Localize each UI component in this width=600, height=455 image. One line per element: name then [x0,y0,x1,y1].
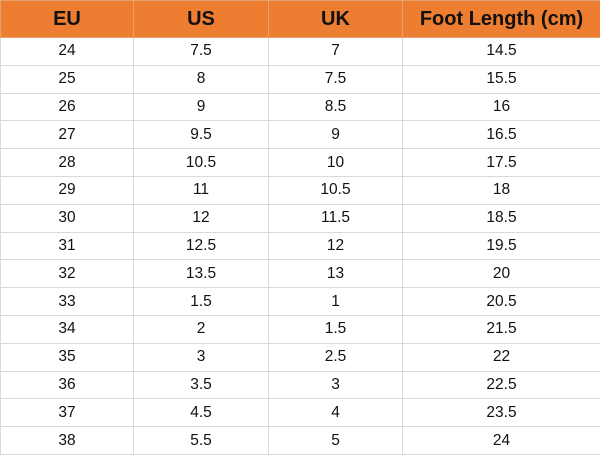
table-cell: 1.5 [134,288,269,316]
table-cell: 37 [1,399,134,427]
table-cell: 10.5 [269,176,403,204]
table-cell: 24 [1,38,134,66]
table-cell: 11 [134,176,269,204]
table-cell: 30 [1,204,134,232]
table-cell: 32 [1,260,134,288]
table-cell: 34 [1,315,134,343]
table-cell: 4.5 [134,399,269,427]
table-cell: 29 [1,176,134,204]
table-cell: 8.5 [269,93,403,121]
table-cell: 2.5 [269,343,403,371]
table-cell: 15.5 [403,65,600,93]
table-cell: 20.5 [403,288,600,316]
table-cell: 12 [269,232,403,260]
table-cell: 7.5 [269,65,403,93]
column-header: EU [1,1,134,38]
table-cell: 5.5 [134,427,269,455]
table-cell: 18.5 [403,204,600,232]
table-cell: 3 [269,371,403,399]
table-cell: 9.5 [134,121,269,149]
table-cell: 25 [1,65,134,93]
table-cell: 14.5 [403,38,600,66]
table-cell: 35 [1,343,134,371]
table-cell: 27 [1,121,134,149]
table-cell: 5 [269,427,403,455]
table-cell: 9 [134,93,269,121]
table-cell: 3.5 [134,371,269,399]
table-cell: 8 [134,65,269,93]
table-cell: 1.5 [269,315,403,343]
table-cell: 17.5 [403,149,600,177]
table-cell: 19.5 [403,232,600,260]
table-cell: 38 [1,427,134,455]
table-cell: 22.5 [403,371,600,399]
table-cell: 16 [403,93,600,121]
table-cell: 23.5 [403,399,600,427]
table-cell: 33 [1,288,134,316]
table-cell: 12.5 [134,232,269,260]
table-cell: 26 [1,93,134,121]
table-cell: 13.5 [134,260,269,288]
column-header: Foot Length (cm) [403,1,600,38]
table-cell: 36 [1,371,134,399]
table-cell: 22 [403,343,600,371]
column-header: UK [269,1,403,38]
table-cell: 7.5 [134,38,269,66]
table-cell: 21.5 [403,315,600,343]
table-cell: 16.5 [403,121,600,149]
table-cell: 1 [269,288,403,316]
table-cell: 10.5 [134,149,269,177]
table-cell: 28 [1,149,134,177]
table-cell: 10 [269,149,403,177]
table-cell: 24 [403,427,600,455]
table-cell: 12 [134,204,269,232]
table-cell: 13 [269,260,403,288]
table-cell: 18 [403,176,600,204]
table-cell: 31 [1,232,134,260]
table-cell: 20 [403,260,600,288]
table-cell: 11.5 [269,204,403,232]
table-cell: 3 [134,343,269,371]
table-cell: 2 [134,315,269,343]
table-cell: 4 [269,399,403,427]
column-header: US [134,1,269,38]
table-cell: 9 [269,121,403,149]
table-cell: 7 [269,38,403,66]
